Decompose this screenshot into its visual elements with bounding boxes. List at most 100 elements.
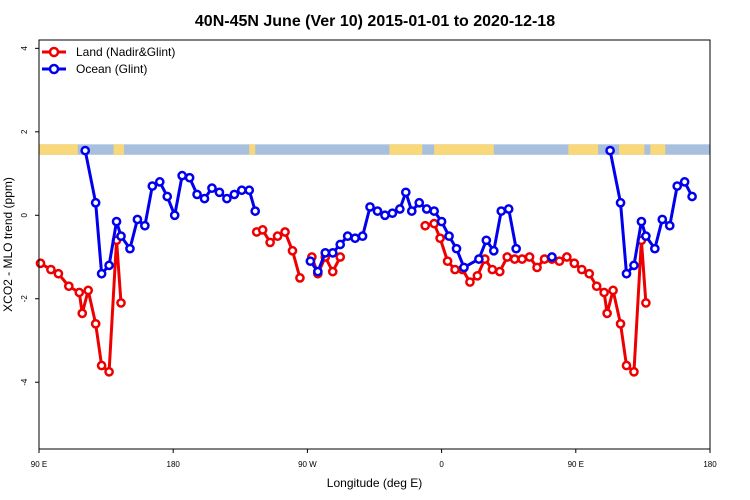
series-0-point-0-0	[35, 258, 46, 269]
series-0-point-3-27	[615, 318, 626, 329]
x-tick-label-0: 90 E	[31, 460, 47, 469]
x-axis-label: Longitude (deg E)	[327, 476, 422, 490]
series-1-point-1-2	[320, 247, 331, 258]
series-1-point-0-20	[229, 189, 240, 200]
series-0-point-2-4	[335, 252, 346, 262]
strip-land-1	[113, 144, 124, 155]
series-1-point-0-10	[154, 177, 165, 187]
series-1-point-0-17	[207, 183, 217, 194]
series-0-point-3-3	[442, 256, 453, 267]
series-1-point-3-3	[629, 260, 639, 271]
strip-land-5	[568, 144, 599, 155]
x-tick-label-3: 0	[439, 460, 444, 469]
series-1-point-1-6	[350, 233, 360, 244]
series-1-point-3-11	[687, 191, 697, 202]
series-0-point-3-20	[569, 258, 580, 269]
series-1-point-1-9	[372, 206, 383, 216]
x-tick-label-5: 180	[703, 460, 717, 469]
series-0-point-3-19	[562, 252, 572, 262]
series-1-point-0-18	[214, 187, 225, 198]
series-0-point-1-2	[265, 237, 275, 248]
series-1-point-1-3	[327, 247, 338, 258]
series-1-point-3-4	[636, 216, 647, 227]
series-0-point-1-6	[295, 273, 305, 283]
series-1-point-1-1	[312, 266, 323, 277]
series-1-point-0-16	[199, 193, 210, 204]
series-0-point-0-5	[77, 308, 88, 319]
y-tick-label-3: -2	[20, 295, 29, 303]
series-0-point-3-7	[472, 270, 483, 281]
series-0-point-3-23	[591, 281, 602, 292]
series-1-line-0	[83, 150, 257, 276]
series-1-point-1-5	[342, 231, 353, 242]
series-1-point-0-14	[184, 172, 195, 183]
series-1-point-1-13	[400, 187, 411, 198]
series-1	[80, 145, 697, 279]
strip-land-4	[434, 144, 494, 155]
series-1-point-1-8	[365, 202, 375, 212]
series-1-point-0-13	[177, 170, 187, 181]
series-1-point-1-24	[488, 245, 499, 256]
series-0-point-0-9	[104, 366, 114, 377]
series-1-point-1-23	[481, 235, 492, 246]
series-0-point-0-8	[96, 360, 107, 371]
series-1-point-3-5	[641, 231, 651, 242]
series-1-point-0-3	[104, 260, 114, 271]
series-1-point-3-10	[679, 177, 690, 187]
series-1-point-1-18	[436, 216, 447, 227]
series-1-point-1-25	[496, 206, 507, 216]
series-0-point-0-7	[90, 318, 101, 329]
series-0-point-1-4	[280, 227, 290, 237]
series-1-point-1-7	[357, 231, 368, 242]
series-1-point-1-22	[474, 254, 484, 264]
series-0-point-3-2	[435, 233, 445, 244]
series-0-point-3-10	[494, 266, 505, 277]
series-1-point-0-9	[147, 181, 158, 191]
strip-land-0	[39, 144, 78, 155]
series-1-point-3-6	[649, 243, 660, 254]
series-1-point-1-12	[394, 204, 405, 214]
series-0-point-0-1	[46, 264, 56, 275]
series-1-point-1-4	[335, 239, 346, 250]
series-1-point-0-19	[222, 193, 232, 204]
series-1-point-0-12	[169, 210, 180, 221]
series-0-point-1-1	[257, 225, 268, 235]
legend-label-ocean: Ocean (Glint)	[76, 62, 147, 76]
legend-marker-land	[48, 46, 60, 58]
series-1-point-0-0	[80, 145, 91, 156]
series-1-point-0-23	[250, 206, 261, 216]
plot-frame	[38, 39, 711, 450]
series-0-point-3-29	[629, 366, 639, 377]
legend-marker-ocean	[48, 63, 60, 75]
y-axis-label: XCO2 - MLO trend (ppm)	[1, 177, 15, 312]
series-0-point-3-9	[487, 264, 498, 275]
legend: Land (Nadir&Glint) Ocean (Glint)	[42, 45, 175, 76]
series-0-point-0-4	[74, 287, 85, 298]
series-0-point-3-22	[584, 268, 595, 279]
series-1-point-1-21	[459, 262, 469, 273]
series-0-point-0-11	[116, 298, 126, 308]
series-0-point-2-3	[327, 266, 338, 277]
series-0-point-3-15	[532, 262, 542, 273]
y-tick-label-1: 2	[20, 129, 29, 134]
y-tick-label-4: -4	[20, 378, 29, 386]
series-1-point-0-6	[125, 243, 135, 254]
strip-land-6	[619, 144, 645, 155]
strip-land-7	[650, 144, 666, 155]
series-0-point-3-4	[450, 264, 460, 275]
series-1-point-1-16	[421, 204, 432, 214]
series-1-point-0-15	[192, 189, 202, 200]
series-1-point-0-7	[132, 214, 143, 225]
series-1-point-0-21	[236, 185, 247, 196]
series-1-point-1-0	[305, 256, 316, 267]
series-0-point-0-3	[63, 281, 74, 292]
series-0-point-3-31	[641, 298, 651, 308]
series-0-point-3-0	[420, 220, 431, 231]
series-1-point-1-11	[387, 208, 398, 219]
series-0-point-3-18	[554, 256, 565, 267]
series-1-point-1-14	[406, 206, 417, 216]
series-1-point-3-9	[672, 181, 683, 191]
series-1-point-1-10	[380, 210, 390, 221]
series-1-point-1-27	[511, 243, 522, 254]
x-tick-label-4: 90 E	[568, 460, 584, 469]
